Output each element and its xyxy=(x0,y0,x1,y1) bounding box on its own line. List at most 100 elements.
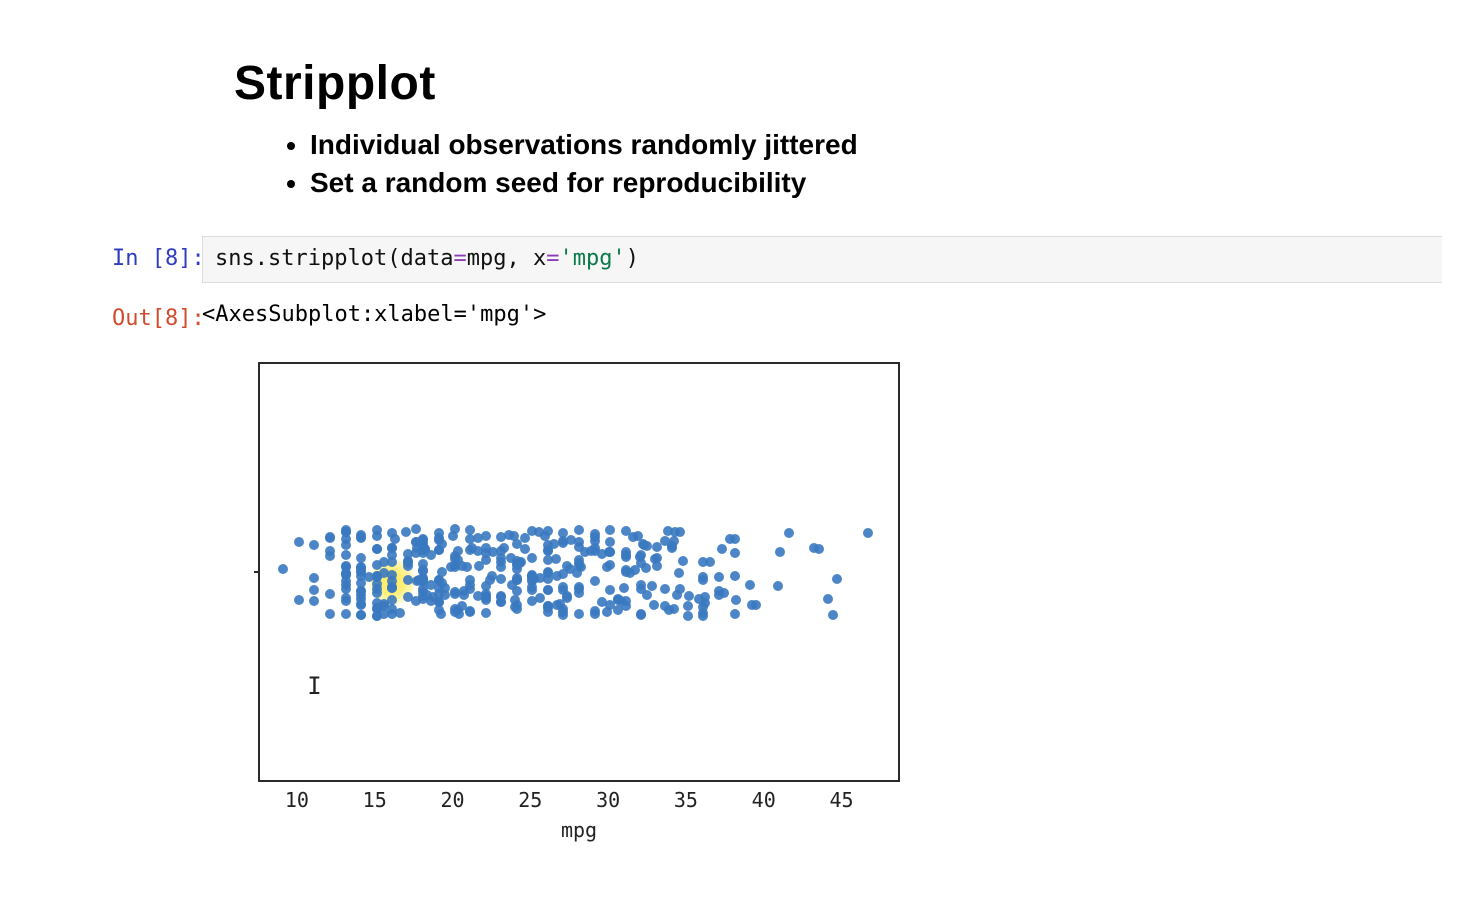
strip-marker xyxy=(325,533,335,543)
strip-marker xyxy=(558,569,568,579)
strip-marker xyxy=(558,538,568,548)
strip-marker xyxy=(341,593,351,603)
strip-marker xyxy=(678,556,688,566)
strip-marker xyxy=(602,607,612,617)
strip-marker xyxy=(698,611,708,621)
strip-marker xyxy=(487,571,497,581)
strip-marker xyxy=(527,553,537,563)
strip-marker xyxy=(604,547,614,557)
strip-marker xyxy=(379,557,389,567)
strip-marker xyxy=(372,584,382,594)
strip-marker xyxy=(590,532,600,542)
strip-marker xyxy=(590,546,600,556)
strip-marker xyxy=(590,576,600,586)
strip-marker xyxy=(621,547,631,557)
code-token: ( xyxy=(387,246,400,271)
strip-marker xyxy=(474,561,484,571)
strip-marker xyxy=(454,609,464,619)
strip-marker xyxy=(619,583,629,593)
x-tick-label: 35 xyxy=(674,788,698,812)
strip-marker xyxy=(356,610,366,620)
strip-marker xyxy=(403,549,413,559)
strip-marker xyxy=(683,611,693,621)
strip-marker xyxy=(672,590,682,600)
strip-marker xyxy=(714,590,724,600)
strip-marker xyxy=(730,609,740,619)
strip-marker xyxy=(448,531,458,541)
strip-marker xyxy=(278,564,288,574)
strip-marker xyxy=(390,534,400,544)
strip-marker xyxy=(496,591,506,601)
strip-marker xyxy=(558,610,568,620)
strip-marker xyxy=(412,543,422,553)
strip-marker xyxy=(520,533,530,543)
strip-marker xyxy=(481,593,491,603)
strip-marker xyxy=(543,585,553,595)
strip-marker xyxy=(364,572,374,582)
x-tick-label: 40 xyxy=(752,788,776,812)
strip-marker xyxy=(341,525,351,535)
strip-marker xyxy=(784,528,794,538)
strip-marker xyxy=(747,600,757,610)
strip-marker xyxy=(552,600,562,610)
strip-marker xyxy=(462,562,472,572)
strip-marker xyxy=(823,594,833,604)
code-token: stripplot xyxy=(268,246,387,271)
strip-marker xyxy=(437,578,447,588)
strip-marker xyxy=(325,609,335,619)
x-tick-label: 10 xyxy=(285,788,309,812)
strip-marker xyxy=(325,546,335,556)
input-prompt: In [8]: xyxy=(112,236,202,271)
strip-marker xyxy=(574,588,584,598)
code-token: sns xyxy=(215,246,255,271)
strip-marker xyxy=(294,537,304,547)
strip-marker xyxy=(574,609,584,619)
strip-marker xyxy=(411,596,421,606)
strip-marker xyxy=(636,558,646,568)
strip-marker xyxy=(453,555,463,565)
strip-marker xyxy=(717,544,727,554)
strip-marker xyxy=(535,593,545,603)
strip-marker xyxy=(663,526,673,536)
x-tick-label: 45 xyxy=(829,788,853,812)
strip-marker xyxy=(341,609,351,619)
strip-marker xyxy=(674,568,684,578)
strip-marker xyxy=(773,581,783,591)
x-tick-label: 25 xyxy=(518,788,542,812)
code-token: data xyxy=(400,246,453,271)
strip-marker xyxy=(745,580,755,590)
strip-marker xyxy=(652,542,662,552)
strip-marker xyxy=(401,527,411,537)
code-token: = xyxy=(546,246,559,271)
strip-marker xyxy=(453,546,463,556)
x-tick-label: 15 xyxy=(363,788,387,812)
code-token: . xyxy=(255,246,268,271)
strip-marker xyxy=(667,543,677,553)
strip-marker xyxy=(540,531,550,541)
x-axis-label: mpg xyxy=(258,818,900,842)
strip-marker xyxy=(440,590,450,600)
strip-marker xyxy=(605,525,615,535)
strip-marker xyxy=(437,539,447,549)
strip-marker xyxy=(551,554,561,564)
bullet-item: Set a random seed for reproducibility xyxy=(310,164,858,202)
y-tick-mark xyxy=(254,571,260,573)
page-root: Stripplot Individual observations random… xyxy=(0,0,1473,917)
strip-marker xyxy=(605,585,615,595)
strip-marker xyxy=(504,530,514,540)
strip-marker xyxy=(436,609,446,619)
strip-marker xyxy=(590,606,600,616)
strip-marker xyxy=(730,548,740,558)
strip-marker xyxy=(775,547,785,557)
bullet-list: Individual observations randomly jittere… xyxy=(270,126,858,202)
output-prompt: Out[8]: xyxy=(112,296,202,331)
code-input[interactable]: sns.stripplot(data=mpg, x='mpg') xyxy=(202,236,1442,283)
strip-marker xyxy=(558,582,568,592)
strip-marker xyxy=(372,525,382,535)
text-caret-icon: I xyxy=(307,672,321,700)
strip-marker xyxy=(621,565,631,575)
strip-marker xyxy=(434,528,444,538)
strip-marker xyxy=(473,546,483,556)
strip-marker xyxy=(481,608,491,618)
strip-marker xyxy=(574,555,584,565)
